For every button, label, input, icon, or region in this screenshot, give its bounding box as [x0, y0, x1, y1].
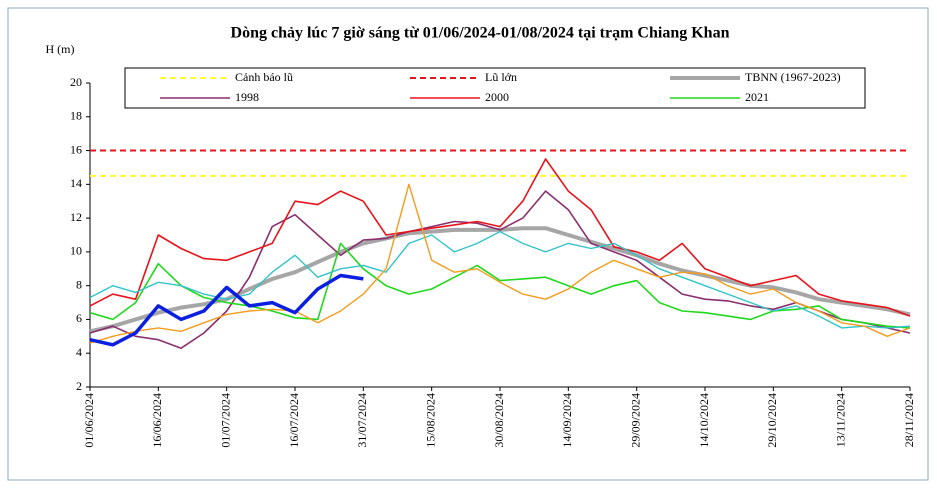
legend-label: Cảnh báo lũ: [235, 70, 293, 84]
legend-label: 1998: [235, 90, 259, 104]
y-tick-label: 6: [76, 311, 82, 325]
y-tick-label: 2: [76, 379, 82, 393]
series-line: [89, 230, 911, 329]
x-tick-label: 28/11/2024: [902, 393, 916, 447]
x-tick-label: 01/06/2024: [82, 393, 96, 448]
y-tick-label: 18: [70, 109, 82, 123]
x-tick-label: 30/08/2024: [492, 393, 506, 448]
x-tick-label: 16/06/2024: [150, 393, 164, 448]
x-tick-label: 14/10/2024: [697, 393, 711, 448]
series-line: [89, 190, 911, 349]
legend-label: Lũ lớn: [485, 70, 517, 84]
series-line: [89, 183, 911, 344]
legend-label: 2000: [485, 90, 509, 104]
y-tick-label: 4: [76, 345, 82, 359]
x-tick-label: 29/10/2024: [765, 393, 779, 448]
chart-title: Dòng chảy lúc 7 giờ sáng từ 01/06/2024-0…: [231, 25, 730, 42]
y-axis-label: H (m): [46, 42, 75, 56]
x-tick-label: 29/09/2024: [628, 393, 642, 448]
x-tick-label: 14/09/2024: [560, 393, 574, 448]
x-tick-label: 01/07/2024: [218, 393, 232, 448]
y-tick-label: 10: [70, 244, 82, 258]
y-tick-label: 20: [70, 75, 82, 89]
y-tick-label: 8: [76, 277, 82, 291]
legend-box: [124, 67, 866, 109]
x-tick-label: 15/08/2024: [423, 393, 437, 448]
y-tick-label: 12: [70, 210, 82, 224]
x-tick-label: 16/07/2024: [287, 393, 301, 448]
series-line: [89, 273, 364, 347]
legend-label: TBNN (1967-2023): [745, 70, 841, 84]
series-line: [89, 158, 911, 317]
legend-label: 2021: [745, 90, 769, 104]
y-tick-label: 14: [70, 176, 82, 190]
y-tick-label: 16: [70, 142, 82, 156]
x-tick-label: 31/07/2024: [355, 393, 369, 448]
x-tick-label: 13/11/2024: [833, 393, 847, 447]
